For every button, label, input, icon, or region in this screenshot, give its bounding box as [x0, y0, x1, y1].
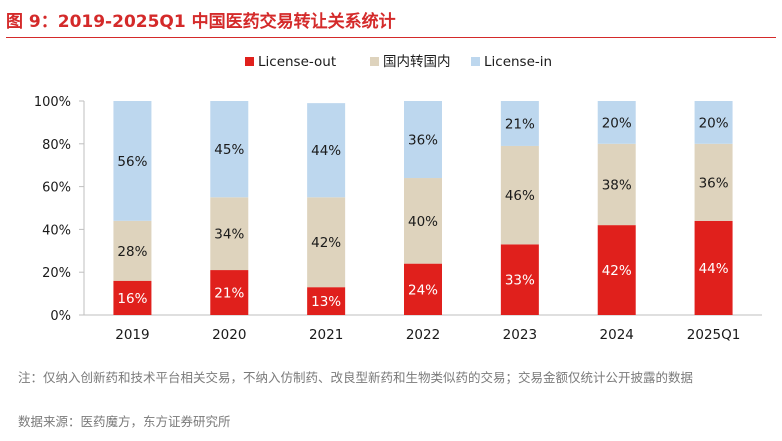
data-label-license-out: 33% [505, 273, 535, 289]
x-tick-label: 2023 [503, 327, 537, 343]
data-label-license-in: 45% [214, 142, 244, 158]
bar-license-out-2019 [113, 280, 152, 315]
data-label-license-out: 44% [699, 261, 729, 277]
chart-title: 图 9：2019-2025Q1 中国医药交易转让关系统计 [6, 12, 396, 32]
x-tick-label: 2022 [406, 327, 440, 343]
bar-license-out-2021 [307, 287, 346, 315]
data-label-domestic: 36% [699, 175, 729, 191]
data-label-license-out: 21% [214, 286, 244, 302]
y-tick-label: 80% [42, 138, 71, 153]
bar-license-in-2019 [113, 101, 152, 221]
title-divider [6, 37, 776, 38]
x-tick-label: 2020 [212, 327, 246, 343]
stacked-bar-chart: License-out 国内转国内 License-in 0% 20% 40% 60% 80%… [34, 54, 762, 343]
x-tick-label: 2019 [115, 327, 149, 343]
bar-license-in-2020 [210, 101, 249, 198]
legend-swatch-domestic [370, 57, 379, 66]
legend-label-license-out: License-out [258, 54, 336, 70]
bar-license-in-2021 [307, 103, 346, 198]
data-label-license-in: 56% [117, 154, 147, 170]
data-label-license-in: 21% [505, 116, 535, 132]
bar-license-in-2025Q1 [694, 101, 733, 144]
bar-domestic-2024 [597, 143, 636, 226]
bar-domestic-2022 [404, 178, 442, 264]
data-label-domestic: 28% [117, 244, 147, 260]
bar-license-out-2024 [597, 225, 636, 315]
bar-domestic-2025Q1 [694, 143, 733, 221]
bar-license-in-2023 [500, 101, 539, 146]
bar-domestic-2021 [307, 197, 346, 288]
data-label-domestic: 40% [408, 214, 438, 230]
footnote: 注：仅纳入创新药和技术平台相关交易，不纳入仿制药、改良型新药和生物类似药的交易；… [18, 370, 694, 385]
data-label-license-in: 20% [699, 115, 729, 131]
bar-domestic-2020 [210, 197, 249, 271]
data-label-domestic: 34% [214, 227, 244, 243]
legend-swatch-license-out [245, 57, 254, 66]
bar-domestic-2019 [113, 220, 152, 281]
data-label-license-in: 44% [311, 143, 341, 159]
data-label-domestic: 38% [602, 177, 632, 193]
data-label-license-in: 20% [602, 115, 632, 131]
x-tick-label: 2025Q1 [687, 327, 741, 343]
legend-label-domestic: 国内转国内 [383, 54, 451, 70]
y-tick-label: 60% [42, 181, 71, 196]
bar-license-in-2024 [597, 101, 636, 144]
x-tick-label: 2021 [309, 327, 343, 343]
y-tick-label: 100% [34, 95, 71, 110]
data-label-domestic: 42% [311, 235, 341, 251]
y-tick-label: 20% [42, 266, 71, 281]
bar-license-out-2022 [404, 263, 442, 315]
bar-license-in-2022 [404, 101, 442, 179]
data-source: 数据来源：医药魔方，东方证券研究所 [18, 414, 231, 429]
data-label-license-out: 13% [311, 294, 341, 310]
legend-label-license-in: License-in [484, 54, 552, 70]
data-label-license-out: 24% [408, 282, 438, 298]
data-label-license-out: 42% [602, 263, 632, 279]
data-label-license-in: 36% [408, 133, 438, 149]
x-tick-label: 2024 [600, 327, 634, 343]
bar-domestic-2023 [500, 145, 539, 245]
bar-license-out-2020 [210, 270, 249, 315]
bar-license-out-2025Q1 [694, 220, 733, 315]
data-label-license-out: 16% [117, 291, 147, 307]
y-tick-label: 0% [50, 309, 71, 324]
bar-license-out-2023 [500, 244, 539, 315]
legend-swatch-license-in [471, 57, 480, 66]
data-label-domestic: 46% [505, 188, 535, 204]
y-tick-label: 40% [42, 223, 71, 238]
